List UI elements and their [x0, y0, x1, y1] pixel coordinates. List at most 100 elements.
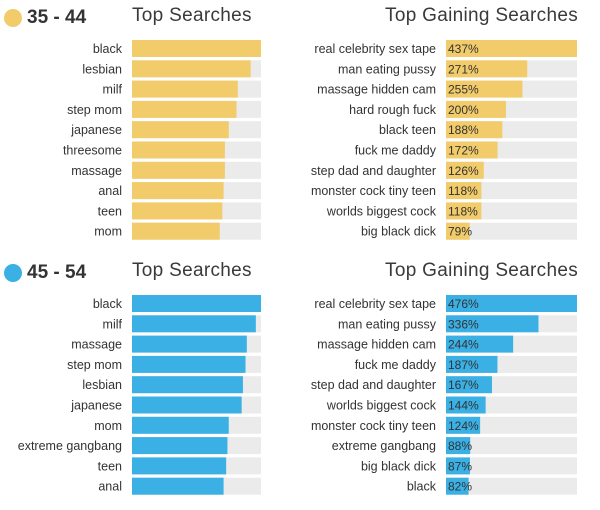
- gaining-search-bar: [446, 182, 482, 200]
- top-search-category-label: milf: [103, 317, 123, 331]
- gaining-search-bar: [446, 121, 503, 139]
- gaining-search-bar: [446, 335, 514, 353]
- age-panel-35-44: 35 - 44 Top Searches Top Gaining Searche…: [0, 5, 600, 251]
- top-search-category-label: milf: [103, 83, 123, 97]
- gaining-search-bar: [446, 80, 523, 98]
- top-search-bar: [132, 376, 243, 394]
- gaining-search-bar: [446, 40, 577, 57]
- gaining-search-value-label: 126%: [448, 164, 479, 178]
- gaining-search-track: [446, 437, 577, 455]
- panel-header: 35 - 44 Top Searches Top Gaining Searche…: [0, 5, 600, 36]
- top-search-category-label: anal: [98, 480, 122, 494]
- top-gaining-searches-title: Top Gaining Searches: [385, 5, 578, 26]
- gaining-search-value-label: 118%: [448, 204, 478, 218]
- gaining-search-bars: real celebrity sex tape 437% man eating pu…: [311, 40, 577, 240]
- gaining-search-track: [446, 222, 577, 240]
- gaining-search-bar: [446, 202, 482, 220]
- gaining-search-bar: [446, 141, 498, 159]
- gaining-search-category-label: massage hidden cam: [317, 83, 436, 97]
- gaining-search-category-label: big black dick: [361, 225, 437, 239]
- gaining-search-category-label: black: [407, 480, 437, 494]
- gaining-search-value-label: 118%: [448, 184, 478, 198]
- gaining-search-value-label: 476%: [448, 297, 479, 311]
- top-search-bar: [132, 477, 224, 495]
- gaining-search-value-label: 124%: [448, 419, 479, 433]
- top-search-bar: [132, 40, 261, 57]
- top-search-bar: [132, 80, 238, 98]
- top-search-category-label: lesbian: [82, 62, 122, 76]
- top-search-bar: [132, 437, 228, 455]
- gaining-search-bar: [446, 295, 577, 312]
- top-search-bar: [132, 315, 256, 333]
- gaining-search-bar: [446, 416, 481, 434]
- top-search-category-label: teen: [98, 204, 122, 218]
- gaining-search-value-label: 87%: [448, 459, 472, 473]
- top-search-category-label: anal: [98, 184, 122, 198]
- gaining-search-category-label: monster cock tiny teen: [311, 419, 436, 433]
- top-search-category-label: black: [93, 42, 123, 56]
- top-search-bar: [132, 161, 225, 179]
- gaining-search-bar: [446, 315, 539, 333]
- gaining-search-bar: [446, 355, 498, 373]
- top-search-category-label: extreme gangbang: [18, 439, 122, 453]
- gaining-search-category-label: fuck me daddy: [355, 358, 437, 372]
- gaining-search-value-label: 271%: [448, 62, 479, 76]
- top-search-bar: [132, 60, 251, 78]
- top-search-bar: [132, 335, 247, 353]
- top-search-category-label: japanese: [70, 399, 122, 413]
- gaining-search-value-label: 437%: [448, 42, 479, 56]
- gaining-search-value-label: 82%: [448, 480, 472, 494]
- gaining-search-category-label: step dad and daughter: [311, 378, 436, 392]
- gaining-search-bar: [446, 457, 470, 475]
- top-search-category-label: japanese: [70, 123, 122, 137]
- age-panel-45-54: 45 - 54 Top Searches Top Gaining Searche…: [0, 260, 600, 506]
- gaining-search-value-label: 200%: [448, 103, 479, 117]
- age-group-label: 35 - 44: [27, 7, 87, 28]
- top-search-bar: [132, 457, 227, 475]
- gaining-search-bar: [446, 100, 506, 118]
- top-search-bar: [132, 141, 225, 159]
- top-search-bar: [132, 182, 224, 200]
- gaining-search-value-label: 167%: [448, 378, 479, 392]
- gaining-search-category-label: real celebrity sex tape: [314, 297, 436, 311]
- gaining-search-category-label: monster cock tiny teen: [311, 184, 436, 198]
- top-search-bar: [132, 396, 242, 414]
- gaining-search-category-label: step dad and daughter: [311, 164, 436, 178]
- top-search-bar: [132, 100, 237, 118]
- gaining-search-bar: [446, 477, 469, 495]
- top-search-category-label: massage: [71, 164, 122, 178]
- gaining-search-bars: real celebrity sex tape 476% man eating pu…: [311, 295, 577, 495]
- gaining-search-bar: [446, 396, 486, 414]
- gaining-search-category-label: worlds biggest cock: [326, 204, 437, 218]
- top-search-category-label: lesbian: [82, 378, 122, 392]
- gaining-search-value-label: 255%: [448, 83, 479, 97]
- gaining-search-category-label: man eating pussy: [338, 62, 437, 76]
- age-group-label: 45 - 54: [27, 262, 87, 283]
- group-dot-icon: [4, 264, 22, 282]
- top-search-bar: [132, 295, 261, 312]
- top-searches-title: Top Searches: [132, 260, 252, 281]
- gaining-search-category-label: big black dick: [361, 459, 437, 473]
- top-search-bar: [132, 222, 220, 240]
- top-search-category-label: teen: [98, 459, 122, 473]
- top-search-bar: [132, 355, 246, 373]
- top-search-category-label: step mom: [67, 103, 122, 117]
- gaining-search-value-label: 188%: [448, 123, 479, 137]
- gaining-search-track: [446, 457, 577, 475]
- top-search-category-label: threesome: [63, 144, 122, 158]
- bar-chart-45-54: black milf massage step mom lesbian japanese m…: [18, 295, 577, 495]
- top-search-bar: [132, 416, 229, 434]
- gaining-search-value-label: 336%: [448, 317, 479, 331]
- gaining-search-category-label: real celebrity sex tape: [314, 42, 436, 56]
- top-search-bar: [132, 202, 223, 220]
- gaining-search-value-label: 172%: [448, 144, 479, 158]
- gaining-search-category-label: man eating pussy: [338, 317, 437, 331]
- gaining-search-track: [446, 477, 577, 495]
- top-search-category-label: massage: [71, 338, 122, 352]
- gaining-search-category-label: fuck me daddy: [355, 144, 437, 158]
- gaining-search-category-label: hard rough fuck: [349, 103, 437, 117]
- gaining-search-category-label: massage hidden cam: [317, 338, 436, 352]
- gaining-search-bar: [446, 60, 528, 78]
- top-search-category-label: mom: [94, 225, 122, 239]
- gaining-search-value-label: 244%: [448, 338, 479, 352]
